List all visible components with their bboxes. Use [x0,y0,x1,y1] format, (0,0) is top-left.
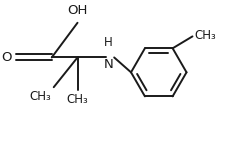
Text: CH₃: CH₃ [194,29,216,42]
Text: CH₃: CH₃ [67,93,88,106]
Text: O: O [2,51,12,64]
Text: N: N [103,59,113,71]
Text: OH: OH [67,4,88,17]
Text: CH₃: CH₃ [29,90,51,103]
Text: H: H [104,36,112,49]
